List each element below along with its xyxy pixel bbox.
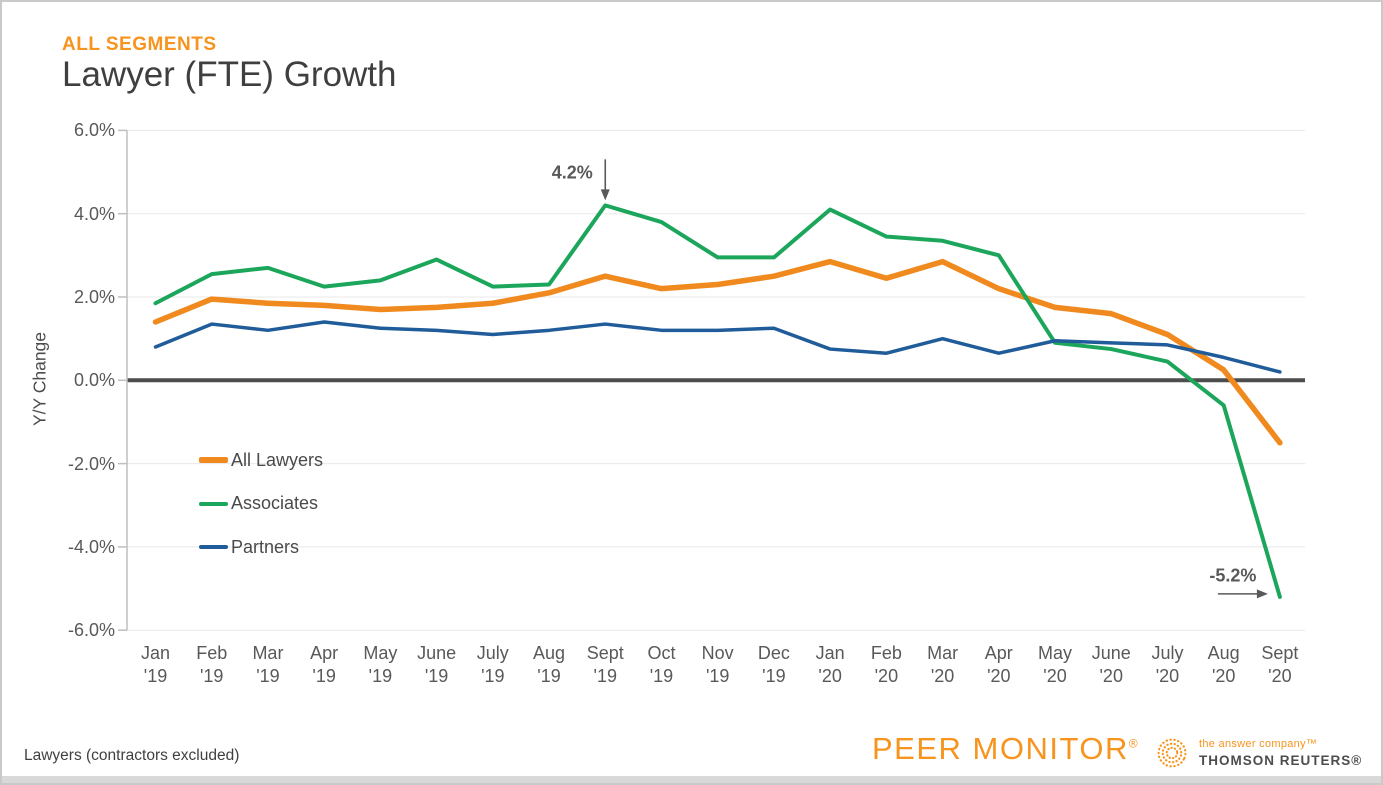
x-tick-label: Mar '20 — [927, 643, 959, 686]
series-line-partners — [153, 320, 1282, 374]
x-tick-label: Aug '19 — [533, 643, 566, 686]
series-line-associates — [153, 203, 1282, 599]
legend-label: All Lawyers — [231, 449, 324, 470]
tr-wordmark: THOMSON REUTERS® — [1199, 753, 1363, 768]
x-tick-label: Oct '19 — [647, 643, 676, 686]
legend-swatch — [199, 545, 228, 549]
legend-label: Partners — [231, 536, 300, 557]
bottom-strip — [2, 776, 1381, 783]
y-tick-label: -4.0% — [67, 536, 115, 557]
annotation-arrowhead — [1256, 589, 1268, 599]
legend-label: Associates — [231, 493, 319, 513]
thomson-reuters-text: the answer company™ THOMSON REUTERS® — [1199, 738, 1362, 768]
series-line-all-lawyers — [152, 258, 1283, 446]
annotation-label: -5.2% — [1209, 565, 1257, 586]
peer-monitor-logo: PEER MONITOR® — [872, 731, 1138, 767]
thomson-reuters-kinesis-icon — [1157, 738, 1187, 768]
peer-monitor-wordmark: PEER MONITOR — [872, 731, 1129, 766]
x-tick-label: July '19 — [476, 643, 509, 686]
x-tick-label: Feb '20 — [870, 643, 902, 686]
segment-eyebrow: ALL SEGMENTS — [62, 34, 217, 55]
legend-swatch — [199, 457, 228, 463]
x-tick-label: May '19 — [363, 643, 398, 686]
page-title: Lawyer (FTE) Growth — [62, 55, 397, 94]
y-tick-label: 4.0% — [73, 203, 115, 224]
thomson-reuters-logo: the answer company™ THOMSON REUTERS® — [1154, 735, 1362, 771]
x-tick-label: Aug '20 — [1207, 643, 1240, 686]
legend-swatch — [199, 501, 228, 506]
footnote: Lawyers (contractors excluded) — [24, 747, 240, 764]
x-tick-label: June '19 — [417, 643, 457, 686]
x-tick-label: Mar '19 — [252, 643, 284, 686]
registered-mark: ® — [1128, 736, 1138, 751]
x-tick-label: Apr '19 — [310, 643, 339, 686]
x-tick-label: Nov '19 — [701, 643, 734, 686]
chart-legend: All Lawyers Associates Partners — [199, 449, 323, 580]
x-tick-label: Sept '19 — [586, 643, 624, 686]
x-tick-label: June '20 — [1091, 643, 1131, 686]
y-tick-label: -2.0% — [67, 453, 115, 474]
x-tick-label: Jan '19 — [140, 643, 171, 686]
y-tick-label: -6.0% — [67, 620, 115, 641]
x-tick-label: Dec '19 — [757, 643, 790, 686]
y-tick-label: 6.0% — [73, 120, 115, 141]
legend-item-all-lawyers: All Lawyers — [199, 449, 323, 471]
x-tick-label: Jan '20 — [815, 643, 845, 686]
x-tick-label: May '20 — [1038, 643, 1073, 686]
annotation-arrowhead — [600, 189, 610, 201]
y-tick-label: 0.0% — [73, 370, 115, 391]
annotation-label: 4.2% — [551, 162, 593, 183]
legend-item-associates: Associates — [199, 493, 323, 515]
x-tick-label: July '20 — [1151, 643, 1184, 686]
x-tick-label: Feb '19 — [196, 643, 228, 686]
y-tick-label: 2.0% — [73, 287, 115, 307]
legend-item-partners: Partners — [199, 536, 323, 558]
x-tick-label: Apr '20 — [984, 643, 1013, 686]
x-tick-label: Sept '20 — [1261, 643, 1299, 686]
tr-tagline: the answer company™ — [1199, 738, 1318, 750]
